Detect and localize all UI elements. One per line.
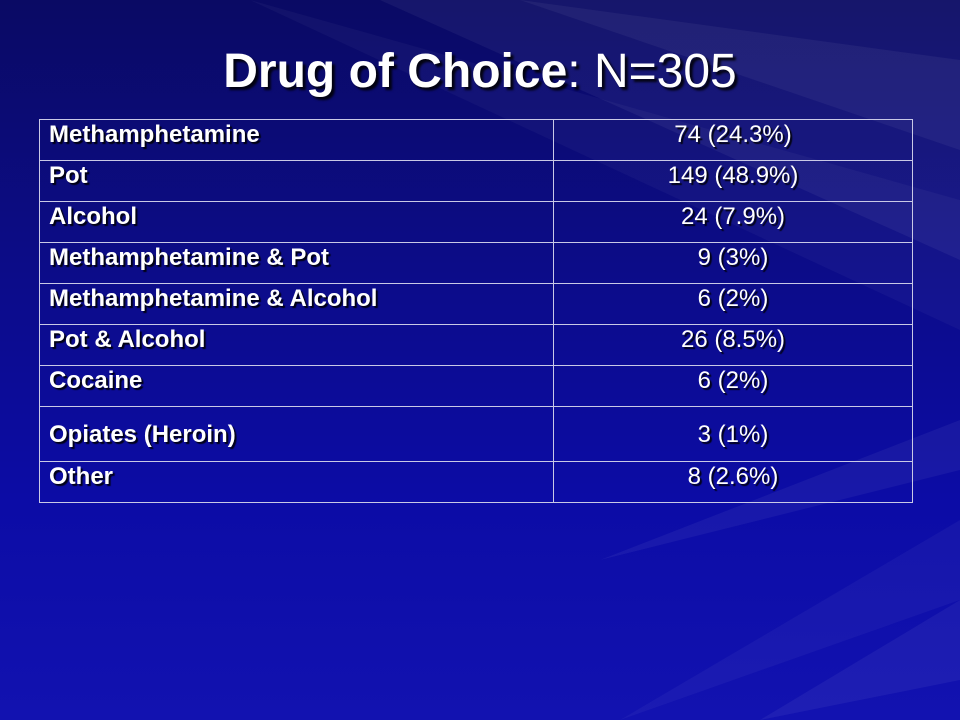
drug-of-choice-table: Methamphetamine 74 (24.3%) Pot 149 (48.9… <box>39 119 913 503</box>
table-row: Pot & Alcohol 26 (8.5%) <box>39 324 913 366</box>
drug-count-cell: 149 (48.9%) <box>553 160 913 202</box>
slide-title-count: : N=305 <box>567 45 737 98</box>
drug-name-cell: Alcohol <box>39 201 554 243</box>
slide-title-main: Drug of Choice <box>223 45 568 98</box>
drug-name-cell: Methamphetamine <box>39 119 554 161</box>
drug-name-cell: Pot <box>39 160 554 202</box>
drug-count-cell: 8 (2.6%) <box>553 461 913 503</box>
table-row: Opiates (Heroin) 3 (1%) <box>39 406 913 462</box>
table-row: Methamphetamine & Alcohol 6 (2%) <box>39 283 913 325</box>
drug-count-cell: 6 (2%) <box>553 283 913 325</box>
drug-name-cell: Other <box>39 461 554 503</box>
table-row: Other 8 (2.6%) <box>39 461 913 503</box>
slide-title: Drug of Choice: N=305 <box>0 42 960 102</box>
drug-count-cell: 74 (24.3%) <box>553 119 913 161</box>
table-row: Alcohol 24 (7.9%) <box>39 201 913 243</box>
drug-name-cell: Methamphetamine & Pot <box>39 242 554 284</box>
drug-name-cell: Cocaine <box>39 365 554 407</box>
drug-count-cell: 26 (8.5%) <box>553 324 913 366</box>
drug-count-cell: 24 (7.9%) <box>553 201 913 243</box>
drug-count-cell: 3 (1%) <box>553 406 913 462</box>
table-row: Methamphetamine & Pot 9 (3%) <box>39 242 913 284</box>
drug-count-cell: 6 (2%) <box>553 365 913 407</box>
drug-name-cell: Opiates (Heroin) <box>39 406 554 462</box>
table-row: Pot 149 (48.9%) <box>39 160 913 202</box>
drug-count-cell: 9 (3%) <box>553 242 913 284</box>
table-row: Cocaine 6 (2%) <box>39 365 913 407</box>
table-row: Methamphetamine 74 (24.3%) <box>39 119 913 161</box>
drug-name-cell: Methamphetamine & Alcohol <box>39 283 554 325</box>
drug-name-cell: Pot & Alcohol <box>39 324 554 366</box>
